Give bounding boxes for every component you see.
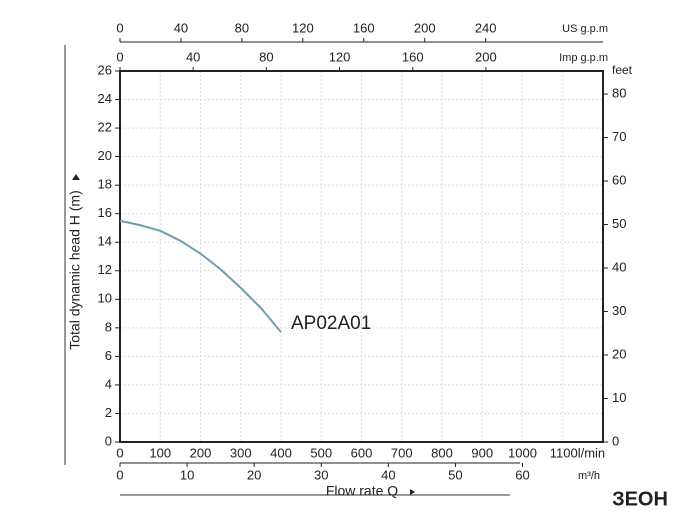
y2-tick-label: 70 — [612, 129, 626, 144]
x2-tick-label: 60 — [515, 467, 529, 482]
y-tick-label: 2 — [105, 405, 112, 420]
y-tick-label: 20 — [98, 148, 112, 163]
x2-tick-label: 50 — [448, 467, 462, 482]
y2-tick-label: 60 — [612, 172, 626, 187]
y-tick-label: 22 — [98, 120, 112, 135]
y-tick-label: 6 — [105, 348, 112, 363]
top-tick-label: 240 — [475, 20, 497, 35]
arrow — [72, 174, 80, 180]
x2-tick-label: 40 — [381, 467, 395, 482]
y-tick-label: 4 — [105, 376, 112, 391]
top-tick-label: 200 — [414, 20, 436, 35]
x2-tick-label: 0 — [116, 467, 123, 482]
x-tick-label: 400 — [270, 445, 292, 460]
top-tick-label: 80 — [259, 49, 273, 64]
y-tick-label: 8 — [105, 319, 112, 334]
top-axis-label: US g.p.m — [562, 23, 608, 35]
y-tick-label: 18 — [98, 177, 112, 192]
y-tick-label: 0 — [105, 433, 112, 448]
x-tick-label: 1100l/min — [550, 445, 605, 460]
y-tick-label: 10 — [98, 291, 112, 306]
x-axis-label: Flow rate Q — [326, 483, 398, 499]
y2-tick-label: 0 — [612, 433, 619, 448]
x-tick-label: 700 — [391, 445, 413, 460]
x-tick-label: 200 — [190, 445, 212, 460]
top-tick-label: 200 — [475, 49, 497, 64]
x2-tick-label: 20 — [247, 467, 261, 482]
curve — [119, 219, 282, 333]
top-tick-label: 160 — [353, 20, 375, 35]
x-tick-label: 300 — [230, 445, 252, 460]
plot-frame — [119, 70, 604, 443]
y-tick-label: 16 — [98, 205, 112, 220]
y-tick-label: 24 — [98, 91, 112, 106]
y-tick-label: 14 — [98, 234, 112, 249]
y2-tick-label: 40 — [612, 259, 626, 274]
x-tick-label: 800 — [431, 445, 453, 460]
y2-tick-label: 50 — [612, 216, 626, 231]
x-tick-label: 1000 — [508, 445, 537, 460]
y2-axis-label: feet — [612, 63, 633, 77]
y2-tick-label: 20 — [612, 346, 626, 361]
y2-tick-label: 10 — [612, 390, 626, 405]
y-axis-label: Total dynamic head H (m) — [67, 190, 83, 350]
series-label: AP02A01 — [291, 313, 371, 334]
logo: ЗЕОН — [612, 488, 668, 510]
x-tick-label: 600 — [351, 445, 373, 460]
top-axis-label: Imp g.p.m — [559, 52, 608, 64]
top-tick-label: 40 — [174, 20, 188, 35]
x-tick-label: 100 — [149, 445, 171, 460]
x2-axis-label: m³/h — [578, 470, 600, 482]
y-tick-label: 26 — [98, 62, 112, 77]
y-tick-label: 12 — [98, 262, 112, 277]
y2-tick-label: 80 — [612, 85, 626, 100]
x2-tick-label: 10 — [180, 467, 194, 482]
top-tick-label: 120 — [292, 20, 314, 35]
top-tick-label: 0 — [116, 49, 123, 64]
x-tick-label: 900 — [471, 445, 493, 460]
top-tick-label: 120 — [329, 49, 351, 64]
top-tick-label: 80 — [235, 20, 249, 35]
arrow — [410, 489, 415, 495]
x-tick-label: 500 — [310, 445, 332, 460]
top-tick-label: 160 — [402, 49, 424, 64]
y2-tick-label: 30 — [612, 303, 626, 318]
x2-tick-label: 30 — [314, 467, 328, 482]
x-tick-label: 0 — [116, 445, 123, 460]
top-tick-label: 40 — [186, 49, 200, 64]
top-tick-label: 0 — [116, 20, 123, 35]
